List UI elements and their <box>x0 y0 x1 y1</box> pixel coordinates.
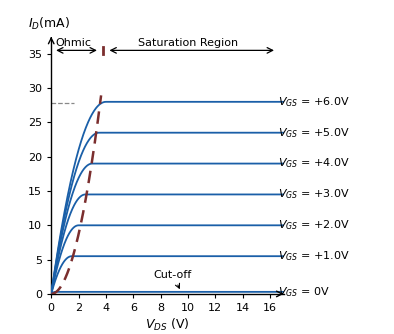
Text: Cut-off: Cut-off <box>154 270 192 288</box>
Text: $V_{GS}$ = +3.0V: $V_{GS}$ = +3.0V <box>278 188 350 201</box>
Text: $V_{GS}$ = +1.0V: $V_{GS}$ = +1.0V <box>278 249 350 263</box>
Text: $V_{GS}$ = +5.0V: $V_{GS}$ = +5.0V <box>278 126 350 140</box>
Text: $V_{GS}$ = 0V: $V_{GS}$ = 0V <box>278 285 330 299</box>
Text: $V_{GS}$ = +6.0V: $V_{GS}$ = +6.0V <box>278 95 350 109</box>
Text: $V_{DS}$ (V): $V_{DS}$ (V) <box>145 317 190 333</box>
Text: Ohmic: Ohmic <box>55 38 91 48</box>
Text: Saturation Region: Saturation Region <box>138 38 238 48</box>
Text: $I_D$(mA): $I_D$(mA) <box>28 16 70 32</box>
Text: $V_{GS}$ = +4.0V: $V_{GS}$ = +4.0V <box>278 157 350 170</box>
Text: $V_{GS}$ = +2.0V: $V_{GS}$ = +2.0V <box>278 218 350 232</box>
